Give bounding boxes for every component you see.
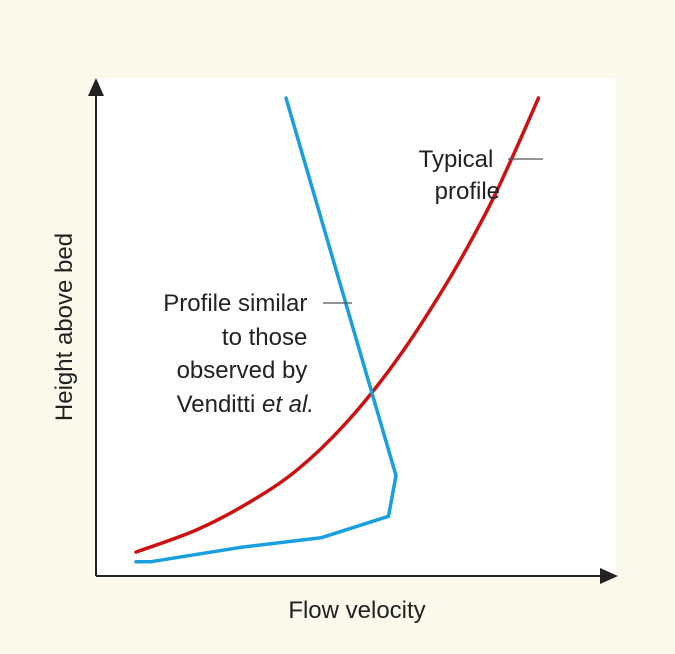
y-axis-label: Height above bed (51, 233, 78, 421)
typical-profile-line (134, 96, 541, 554)
plot-area (96, 78, 616, 576)
venditti-annotation-name: Venditti (177, 391, 262, 418)
venditti-profile-line (134, 96, 398, 564)
x-axis-label: Flow velocity (288, 597, 425, 624)
typical-profile-line-2: profile (435, 178, 500, 205)
venditti-annotation-line-1: Profile similar (163, 290, 307, 317)
typical-profile-annotation: Typical profile (419, 146, 500, 205)
venditti-annotation-line-2: to those (222, 324, 307, 351)
x-axis-arrow (600, 568, 618, 584)
venditti-annotation-line-3: observed by (177, 357, 308, 384)
venditti-annotation-italic: et al. (262, 391, 314, 418)
venditti-annotation-line-4: Venditti et al. (177, 391, 314, 418)
typical-profile-line-1: Typical (419, 146, 494, 173)
venditti-profile-annotation: Profile similar to those observed by Ven… (163, 290, 314, 418)
y-axis-arrow (88, 78, 104, 96)
